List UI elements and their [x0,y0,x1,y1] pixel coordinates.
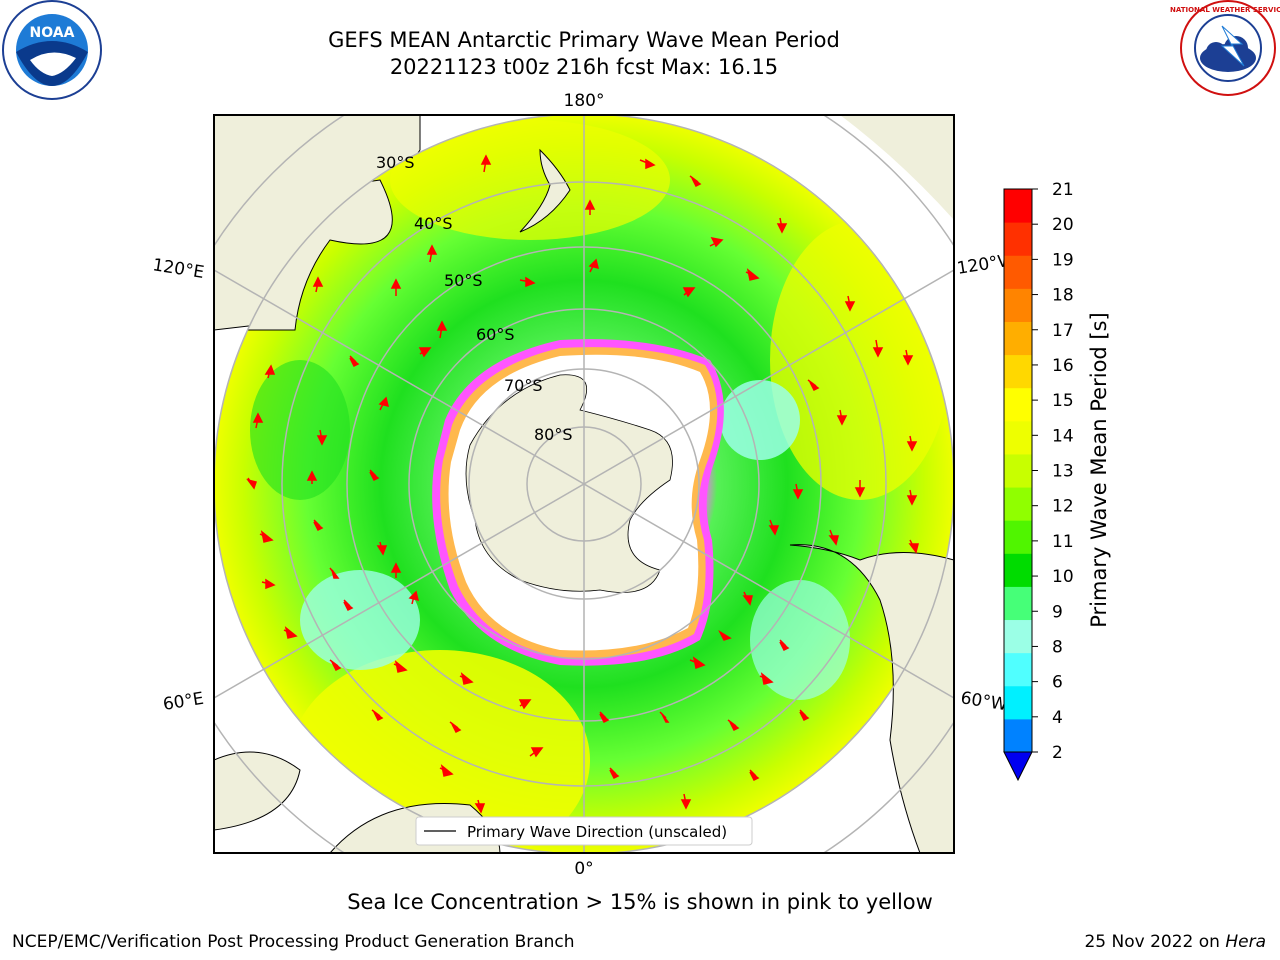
colorbar-tick-label: 11 [1052,532,1074,552]
colorbar-tick-label: 14 [1052,426,1074,446]
lat-label-60s: 60°S [476,325,515,344]
colorbar-segment [1004,718,1032,753]
noaa-logo-text: NOAA [30,25,75,41]
map-legend: Primary Wave Direction (unscaled) [415,816,753,846]
lat-label-50s: 50°S [444,271,483,290]
graticule [214,115,954,853]
lat-label-30s: 30°S [376,153,415,172]
colorbar-segment [1004,586,1032,621]
colorbar-label: Primary Wave Mean Period [s] [1087,312,1111,628]
footer-credit: NCEP/EMC/Verification Post Processing Pr… [12,932,575,952]
colorbar-tick-label: 20 [1052,215,1074,235]
colorbar-tick-label: 21 [1052,180,1074,200]
colorbar-segment [1004,652,1032,687]
colorbar-tick-label: 4 [1052,708,1063,728]
colorbar-segment [1004,487,1032,521]
colorbar-segment [1004,619,1032,654]
colorbar-segment [1004,387,1032,422]
colorbar-tick-label: 15 [1052,391,1074,411]
lon-label-0: 0° [574,859,593,879]
colorbar-tick-label: 13 [1052,462,1074,482]
colorbar-segment [1004,255,1032,289]
lon-label-60w: 60°W [959,688,1009,715]
sea-ice-note: Sea Ice Concentration > 15% is shown in … [347,890,933,914]
colorbar-segment [1004,288,1032,322]
lon-label-60e: 60°E [162,689,206,715]
colorbar-tick-label: 8 [1052,637,1063,657]
map-frame [213,114,955,854]
lat-label-80s: 80°S [534,425,573,444]
chart-title-line-2: 20221123 t00z 216h fcst Max: 16.15 [389,55,779,79]
colorbar-tick-label: 9 [1052,602,1063,622]
colorbar-segment [1004,453,1032,488]
lat-label-40s: 40°S [414,214,453,233]
colorbar-tick-label: 19 [1052,250,1074,270]
wave-direction-arrows [246,154,919,814]
map-area: 30°S 40°S 50°S 60°S 70°S 80°S Primary Wa… [214,115,954,853]
colorbar-tick-label: 6 [1052,673,1063,693]
chart-title-line-1: GEFS MEAN Antarctic Primary Wave Mean Pe… [328,28,840,52]
colorbar-segment [1004,520,1032,554]
colorbar-tick-label: 2 [1052,743,1063,763]
footer-date-prefix: 25 Nov 2022 on [1084,932,1226,952]
nws-logo-text: NATIONAL WEATHER SERVICE [1170,6,1280,14]
colorbar-segment [1004,321,1032,356]
nws-logo: NATIONAL WEATHER SERVICE [1170,0,1280,96]
lon-label-120e: 120°E [151,255,205,283]
latitude-labels: 30°S 40°S 50°S 60°S 70°S 80°S [376,153,573,444]
colorbar-segment [1004,685,1032,720]
footer-date: 25 Nov 2022 on Hera [1084,932,1266,952]
colorbar-segment [1004,553,1032,587]
colorbar-segment [1004,420,1032,455]
colorbar: 21 20 19 18 17 16 15 14 13 12 11 10 9 8 6 4 2 [1003,180,1074,782]
noaa-logo: NOAA [2,0,102,100]
colorbar-extend-arrow [1003,751,1033,782]
lon-label-180: 180° [564,91,605,111]
colorbar-tick-label: 12 [1052,497,1074,517]
lat-label-70s: 70°S [504,376,543,395]
colorbar-tick-label: 18 [1052,286,1074,306]
colorbar-tick-label: 17 [1052,321,1074,341]
colorbar-segment [1004,222,1032,256]
footer-date-machine: Hera [1225,932,1266,952]
legend-label: Primary Wave Direction (unscaled) [467,823,727,841]
colorbar-tick-label: 16 [1052,356,1074,376]
colorbar-segment [1004,354,1032,389]
colorbar-tick-label: 10 [1052,567,1074,587]
antarctica [432,339,724,666]
colorbar-segment [1004,189,1032,223]
